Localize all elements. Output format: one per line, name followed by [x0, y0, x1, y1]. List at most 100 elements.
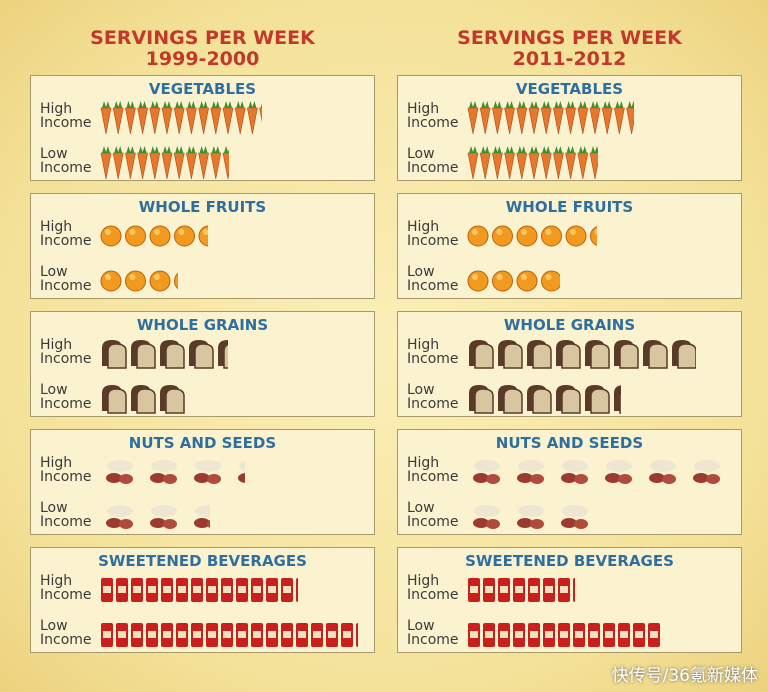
- icon-part: [589, 107, 601, 135]
- icon-part: [590, 388, 610, 414]
- icon-part: [486, 474, 500, 484]
- legend-label: Low Income: [40, 382, 92, 412]
- icon-part: [505, 146, 514, 153]
- icon-part: [187, 146, 196, 153]
- icon-part: [136, 388, 156, 414]
- icon-part: [530, 474, 544, 484]
- icon-part: [492, 225, 513, 247]
- panel: WHOLE FRUITS High Income Low Income: [397, 193, 742, 299]
- icon-part: [517, 518, 533, 528]
- icon-part: [594, 229, 597, 235]
- icon-part: [112, 107, 124, 135]
- icon-part: [149, 107, 161, 135]
- pictogram-row: [100, 145, 230, 181]
- icon-part: [195, 460, 221, 472]
- icon-part: [496, 274, 503, 280]
- icon-part: [574, 474, 588, 484]
- icon-part: [136, 343, 156, 369]
- icon-part: [174, 225, 195, 247]
- icon-part: [590, 631, 598, 638]
- icon-part: [137, 107, 148, 135]
- icon-part: [222, 152, 230, 180]
- icons: [100, 101, 263, 135]
- panel-title: WHOLE GRAINS: [503, 316, 636, 334]
- icon-part: [467, 225, 489, 247]
- chart-subtitle: 2011-2012: [512, 48, 627, 70]
- icon-part: [485, 631, 493, 638]
- panel-title: SWEETENED BEVERAGES: [465, 552, 674, 570]
- icon-part: [133, 631, 141, 638]
- icon-part: [578, 101, 587, 108]
- icon-part: [150, 146, 159, 153]
- icons: [101, 578, 298, 602]
- legend-label: High Income: [407, 101, 459, 131]
- icon-part: [470, 631, 478, 638]
- icon-part: [106, 473, 122, 483]
- legend-label: High Income: [407, 573, 459, 603]
- icon-part: [259, 107, 263, 124]
- icon-part: [175, 101, 184, 108]
- icon-part: [203, 229, 208, 235]
- icons: [467, 146, 598, 180]
- pictogram-row: [100, 572, 298, 608]
- icon-part: [114, 101, 123, 108]
- icon-part: [194, 518, 210, 528]
- panel: WHOLE GRAINS High Income Low Income: [397, 311, 742, 417]
- panel-title: SWEETENED BEVERAGES: [98, 552, 307, 570]
- icon-part: [562, 505, 588, 517]
- legend-label: Low Income: [407, 146, 459, 176]
- icon-part: [150, 101, 159, 108]
- icon-part: [163, 474, 177, 484]
- icon-part: [163, 519, 177, 529]
- icon-part: [102, 146, 110, 153]
- icon-part: [650, 631, 658, 638]
- icon-part: [133, 586, 141, 593]
- icon-part: [106, 518, 122, 528]
- icon-part: [193, 586, 201, 593]
- icon-part: [566, 146, 575, 153]
- icon-part: [542, 146, 551, 153]
- icon-part: [530, 586, 538, 593]
- panel-title: VEGETABLES: [148, 80, 257, 98]
- legend-label: Low Income: [40, 500, 92, 530]
- icon-part: [619, 343, 639, 369]
- chart-title: SERVINGS PER WEEK: [90, 27, 315, 49]
- icon-part: [199, 101, 208, 108]
- icon-part: [268, 586, 276, 593]
- icon-part: [187, 101, 196, 108]
- pictogram-row: [467, 145, 598, 181]
- icon-part: [138, 146, 147, 153]
- icon-part: [137, 152, 148, 180]
- icon-part: [627, 101, 635, 108]
- icon-part: [591, 146, 598, 153]
- icons: [102, 340, 228, 369]
- icon-part: [573, 578, 575, 602]
- icon-part: [186, 107, 197, 135]
- icon-part: [603, 101, 612, 108]
- icon-part: [211, 101, 220, 108]
- pictogram-row: [467, 263, 561, 299]
- icons: [100, 225, 208, 247]
- legend-label: High Income: [40, 219, 92, 249]
- icon-part: [126, 101, 135, 108]
- panel: SWEETENED BEVERAGES High Income Low Income: [397, 547, 742, 653]
- icon-part: [253, 586, 261, 593]
- icon-part: [562, 460, 588, 472]
- icon-part: [565, 152, 576, 180]
- icon-part: [473, 518, 489, 528]
- icon-part: [224, 101, 232, 108]
- icon-part: [467, 152, 479, 180]
- icon-part: [173, 152, 185, 180]
- icons: [467, 225, 597, 247]
- pictogram-row: [100, 336, 228, 372]
- icon-part: [570, 229, 576, 235]
- icon-part: [194, 343, 214, 369]
- icon-part: [234, 107, 246, 135]
- icon-part: [474, 388, 494, 414]
- icons: [106, 505, 210, 529]
- icon-part: [518, 505, 544, 517]
- icon-part: [125, 225, 146, 247]
- icons: [106, 460, 246, 484]
- icon-part: [545, 631, 553, 638]
- icon-part: [561, 518, 577, 528]
